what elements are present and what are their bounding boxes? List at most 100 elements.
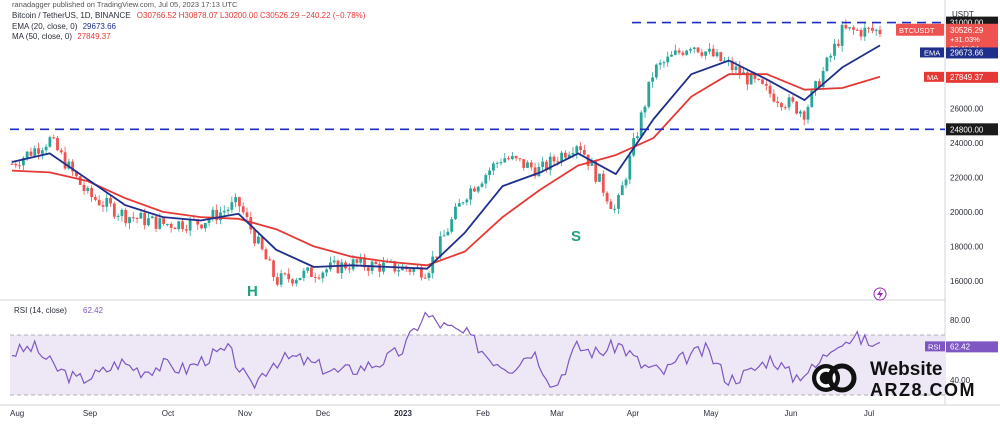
candle-body	[613, 208, 617, 210]
candle-body	[757, 78, 761, 80]
price-tick-label: 22000.00	[950, 174, 984, 183]
candle-body	[529, 162, 533, 168]
candle-body	[294, 280, 298, 284]
rsi-band	[10, 335, 945, 395]
symbol-badge	[896, 23, 944, 36]
time-axis-label: 2023	[394, 409, 412, 418]
candle-body	[806, 106, 810, 120]
candle-body	[75, 171, 78, 177]
candle-body	[59, 150, 63, 153]
watermark-line1: Website	[870, 359, 943, 380]
candle-body	[128, 217, 131, 224]
candle-body	[298, 277, 302, 281]
candle-body	[586, 154, 590, 166]
ema-legend-value: 29673.66	[82, 22, 116, 31]
price-tick-label: 24000.00	[950, 139, 984, 148]
candle-body	[696, 47, 700, 53]
candle-body	[878, 29, 882, 34]
candle-body	[412, 268, 416, 272]
rsi-title-value: 62.42	[83, 306, 104, 315]
candle-body	[590, 161, 594, 166]
candle-body	[260, 236, 264, 250]
candle-body	[829, 55, 833, 58]
candle-body	[234, 197, 238, 203]
candle-body	[222, 211, 226, 213]
time-axis-label: Nov	[238, 409, 252, 418]
candle-body	[571, 153, 575, 155]
candle-body	[10, 163, 14, 165]
candle-body	[575, 146, 579, 154]
ma-tag-text: MA	[927, 73, 938, 82]
candle-body	[131, 217, 135, 219]
ema-value-badge-text: 29673.66	[950, 48, 984, 57]
candle-body	[715, 52, 719, 57]
level-badge	[946, 123, 998, 136]
candle-body	[435, 256, 438, 258]
candle-body	[351, 259, 355, 270]
candle-body	[109, 198, 112, 204]
watermark-line2: ARZ8.COM	[870, 380, 976, 400]
candle-body	[628, 155, 632, 180]
candle-body	[317, 277, 321, 279]
ema-legend[interactable]: EMA (20, close, 0) 29673.66	[12, 22, 116, 31]
watermark-logo-icon	[812, 363, 857, 393]
ema-20-line	[11, 44, 881, 270]
candle-body	[230, 202, 234, 210]
candle-body	[93, 197, 97, 200]
candle-body	[548, 156, 552, 171]
candle-body	[21, 157, 25, 166]
candle-body	[116, 215, 120, 217]
price-pane	[10, 14, 945, 298]
candle-body	[366, 267, 370, 271]
candle-body	[135, 217, 139, 219]
candle-body	[188, 219, 192, 231]
candle-body	[287, 273, 291, 280]
candle-body	[499, 162, 503, 164]
candle-body	[560, 152, 564, 163]
candle-body	[457, 203, 461, 207]
candle-body	[855, 29, 859, 31]
ohlc-values: O30766.52 H30878.07 L30200.00 C30526.29 …	[136, 11, 366, 20]
candle-body	[647, 81, 651, 107]
ema-tag-text: EMA	[924, 48, 940, 57]
candle-body	[272, 260, 275, 278]
candle-body	[692, 47, 696, 50]
candle-body	[238, 197, 241, 207]
candle-body	[708, 48, 711, 52]
candle-body	[196, 219, 200, 225]
candle-body	[871, 27, 874, 31]
rsi-line	[11, 311, 881, 390]
candle-body	[670, 54, 673, 57]
time-axis-label: Apr	[627, 409, 640, 418]
candle-body	[488, 170, 491, 176]
candle-body	[719, 52, 723, 62]
rsi-title: RSI (14, close)	[14, 306, 67, 315]
time-axis-label: Dec	[316, 409, 330, 418]
ma-legend[interactable]: MA (50, close, 0) 27849.37	[12, 32, 111, 41]
candle-body	[689, 49, 692, 51]
candle-body	[469, 188, 473, 200]
candle-body	[56, 137, 59, 151]
candle-body	[63, 152, 67, 169]
candle-body	[567, 154, 571, 158]
ma-50-line	[11, 73, 881, 267]
candle-body	[700, 52, 704, 56]
candle-body	[302, 270, 306, 278]
candle-body	[624, 179, 628, 186]
candle-body	[279, 273, 283, 285]
candle-body	[480, 183, 484, 187]
candle-body	[52, 137, 56, 139]
candle-body	[33, 148, 37, 156]
candle-body	[446, 231, 450, 236]
rsi-value-badge-text: 62.42	[950, 342, 971, 351]
candle-body	[184, 229, 188, 231]
candle-body	[143, 212, 147, 226]
candle-body	[556, 161, 560, 163]
candle-body	[423, 277, 427, 279]
website-watermark: Website ARZ8.COM	[812, 359, 976, 400]
candle-body	[226, 209, 230, 212]
lightning-alert-icon[interactable]	[873, 287, 887, 301]
price-tick-label: 16000.00	[950, 277, 984, 286]
candle-body	[321, 272, 325, 279]
